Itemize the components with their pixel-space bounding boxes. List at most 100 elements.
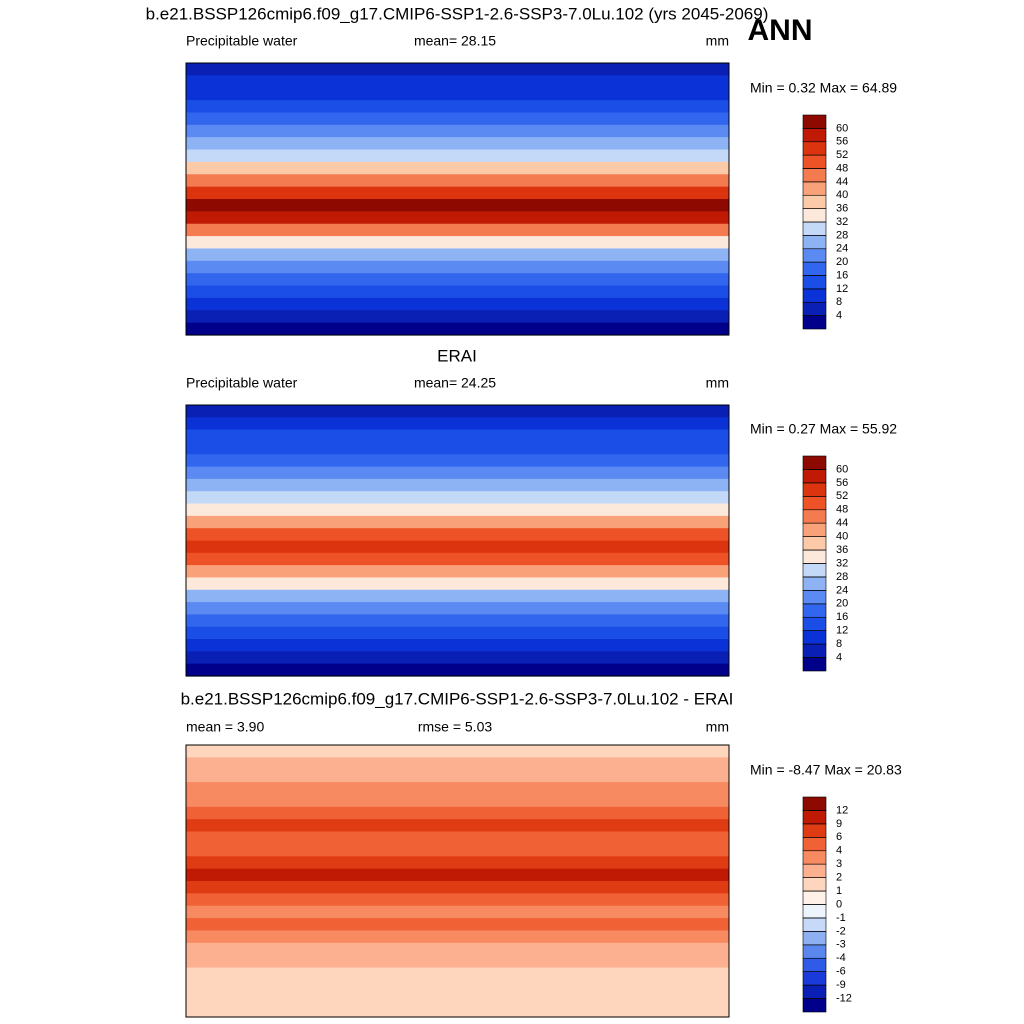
colorbar-label: 4 bbox=[836, 310, 842, 322]
map-band bbox=[186, 87, 729, 101]
colorbar-label: 60 bbox=[836, 122, 848, 134]
map-band bbox=[186, 843, 729, 857]
colorbar-label: 40 bbox=[836, 189, 848, 201]
map bbox=[185, 404, 730, 677]
colorbar-box bbox=[802, 301, 827, 316]
colorbar-box bbox=[802, 482, 827, 497]
colorbar-label: 16 bbox=[836, 269, 848, 281]
colorbar-label: 56 bbox=[836, 477, 848, 489]
colorbar-box bbox=[802, 455, 827, 470]
colorbar-box bbox=[802, 904, 827, 919]
colorbar-box bbox=[802, 221, 827, 236]
map-band bbox=[186, 806, 729, 820]
colorbar-label: 28 bbox=[836, 571, 848, 583]
colorbar-label: 24 bbox=[836, 243, 848, 255]
colorbar-box bbox=[802, 643, 827, 658]
colorbar-label: 4 bbox=[836, 845, 842, 857]
map-band bbox=[186, 248, 729, 262]
colorbar-box bbox=[802, 208, 827, 223]
map-band bbox=[186, 273, 729, 287]
colorbar-label: -2 bbox=[836, 925, 846, 937]
map-band bbox=[186, 1004, 729, 1018]
map-band bbox=[186, 955, 729, 969]
map-band bbox=[186, 745, 729, 758]
colorbar-label: 0 bbox=[836, 898, 842, 910]
colorbar-box bbox=[802, 984, 827, 999]
colorbar-box bbox=[802, 850, 827, 865]
left-label: Precipitable water bbox=[186, 375, 298, 391]
map-band bbox=[186, 819, 729, 833]
colorbar-box bbox=[802, 998, 827, 1013]
map-band bbox=[186, 515, 729, 529]
min-max-label: Min = 0.32 Max = 64.89 bbox=[750, 80, 897, 96]
map-band bbox=[186, 540, 729, 554]
colorbar-box bbox=[802, 168, 827, 183]
map bbox=[185, 744, 730, 1018]
map-band bbox=[186, 942, 729, 956]
map-band bbox=[186, 757, 729, 771]
colorbar-label: 3 bbox=[836, 858, 842, 870]
colorbar-label: 12 bbox=[836, 804, 848, 816]
map-band bbox=[186, 782, 729, 796]
left-label: Precipitable water bbox=[186, 33, 298, 49]
map-band bbox=[186, 236, 729, 250]
map-band bbox=[186, 124, 729, 138]
colorbar-label: 9 bbox=[836, 818, 842, 830]
map-band bbox=[186, 441, 729, 455]
colorbar-label: 12 bbox=[836, 283, 848, 295]
colorbar-label: 24 bbox=[836, 584, 848, 596]
map-band bbox=[186, 831, 729, 845]
colorbar-label: 44 bbox=[836, 176, 848, 188]
colorbar-box bbox=[802, 810, 827, 825]
colorbar-box bbox=[802, 248, 827, 263]
map-band bbox=[186, 552, 729, 566]
map-band bbox=[186, 856, 729, 870]
colorbar-box bbox=[802, 275, 827, 290]
colorbar-box bbox=[802, 957, 827, 972]
colorbar-box bbox=[802, 823, 827, 838]
colorbar-box bbox=[802, 590, 827, 605]
colorbar-label: 6 bbox=[836, 831, 842, 843]
min-max-label: Min = -8.47 Max = 20.83 bbox=[750, 762, 902, 778]
colorbar-box bbox=[802, 796, 827, 811]
map-band bbox=[186, 211, 729, 225]
colorbar-box bbox=[802, 194, 827, 209]
colorbar-box bbox=[802, 944, 827, 959]
colorbar-box bbox=[802, 536, 827, 551]
colorbar-box bbox=[802, 235, 827, 250]
map-band bbox=[186, 905, 729, 919]
map-band bbox=[186, 112, 729, 126]
colorbar-box bbox=[802, 509, 827, 524]
map-band bbox=[186, 979, 729, 993]
colorbar-label: -12 bbox=[836, 992, 852, 1004]
map-band bbox=[186, 63, 729, 76]
map-band bbox=[186, 503, 729, 517]
map bbox=[185, 62, 730, 336]
colorbar-label: 32 bbox=[836, 557, 848, 569]
colorbar-label: 48 bbox=[836, 162, 848, 174]
map-band bbox=[186, 310, 729, 324]
map-band bbox=[186, 491, 729, 505]
map-band bbox=[186, 881, 729, 894]
panel-title: ERAI bbox=[437, 346, 477, 365]
map-band bbox=[186, 663, 729, 677]
colorbar-box bbox=[802, 917, 827, 932]
center-label: mean= 28.15 bbox=[414, 33, 496, 49]
colorbar-box bbox=[802, 315, 827, 330]
map-band bbox=[186, 478, 729, 492]
map-band bbox=[186, 454, 729, 468]
map-band bbox=[186, 429, 729, 443]
colorbar-label: 56 bbox=[836, 136, 848, 148]
colorbar-label: 36 bbox=[836, 544, 848, 556]
colorbar-box bbox=[802, 616, 827, 631]
map-band bbox=[186, 639, 729, 652]
map-band bbox=[186, 565, 729, 579]
map-band bbox=[186, 260, 729, 274]
map-band bbox=[186, 137, 729, 151]
colorbar-label: -3 bbox=[836, 939, 846, 951]
map-band bbox=[186, 794, 729, 808]
map-band bbox=[186, 893, 729, 907]
colorbar-label: 8 bbox=[836, 296, 842, 308]
map-band bbox=[186, 174, 729, 188]
